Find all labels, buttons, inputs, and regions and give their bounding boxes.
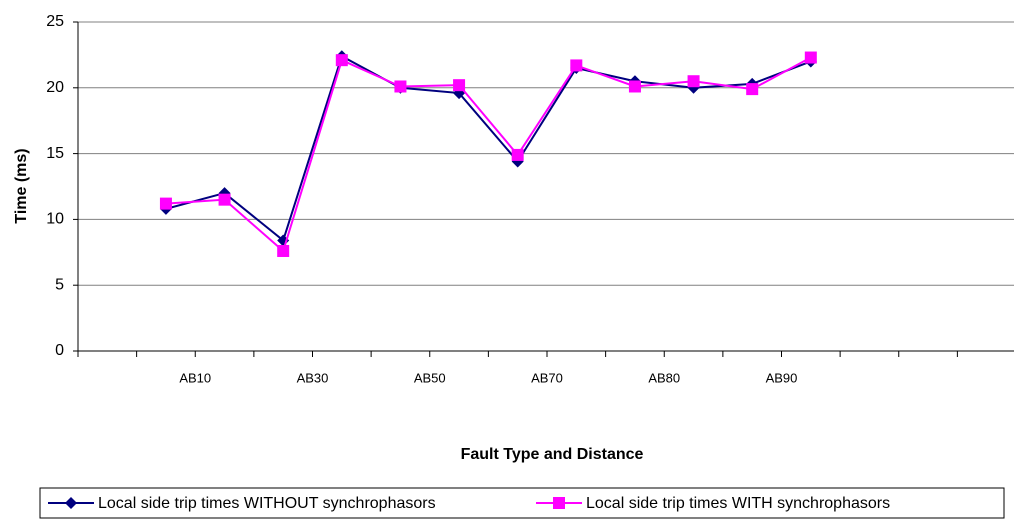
data-point bbox=[687, 75, 700, 88]
y-tick-label: 20 bbox=[46, 79, 64, 96]
legend-marker bbox=[65, 497, 77, 509]
x-tick-label: AB10 bbox=[179, 370, 211, 385]
x-axis-title: Fault Type and Distance bbox=[461, 446, 644, 463]
y-tick-label: 10 bbox=[46, 211, 64, 228]
legend-marker bbox=[553, 497, 565, 509]
legend-label: Local side trip times WITH synchrophasor… bbox=[586, 495, 890, 512]
data-point bbox=[628, 80, 641, 93]
y-tick-label: 15 bbox=[46, 145, 64, 162]
x-tick-label: AB80 bbox=[648, 370, 680, 385]
x-tick-label: AB30 bbox=[297, 370, 329, 385]
data-point bbox=[277, 244, 290, 257]
x-tick-label: AB50 bbox=[414, 370, 446, 385]
data-point bbox=[335, 54, 348, 67]
y-tick-label: 0 bbox=[55, 342, 64, 359]
data-point bbox=[804, 51, 817, 64]
x-tick-label: AB90 bbox=[766, 370, 798, 385]
y-tick-label: 5 bbox=[55, 276, 64, 293]
data-point bbox=[453, 79, 466, 92]
legend-label: Local side trip times WITHOUT synchropha… bbox=[98, 495, 436, 512]
legend-box bbox=[39, 487, 1005, 519]
y-axis-title: Time (ms) bbox=[13, 148, 30, 223]
data-point bbox=[394, 80, 407, 93]
data-point bbox=[746, 83, 759, 96]
data-point bbox=[159, 197, 172, 210]
data-point bbox=[511, 148, 524, 161]
series-line bbox=[165, 54, 812, 243]
data-point bbox=[218, 193, 231, 206]
x-tick-label: AB70 bbox=[531, 370, 563, 385]
data-point bbox=[570, 59, 583, 72]
series-line bbox=[165, 56, 812, 253]
y-tick-label: 25 bbox=[46, 13, 64, 30]
